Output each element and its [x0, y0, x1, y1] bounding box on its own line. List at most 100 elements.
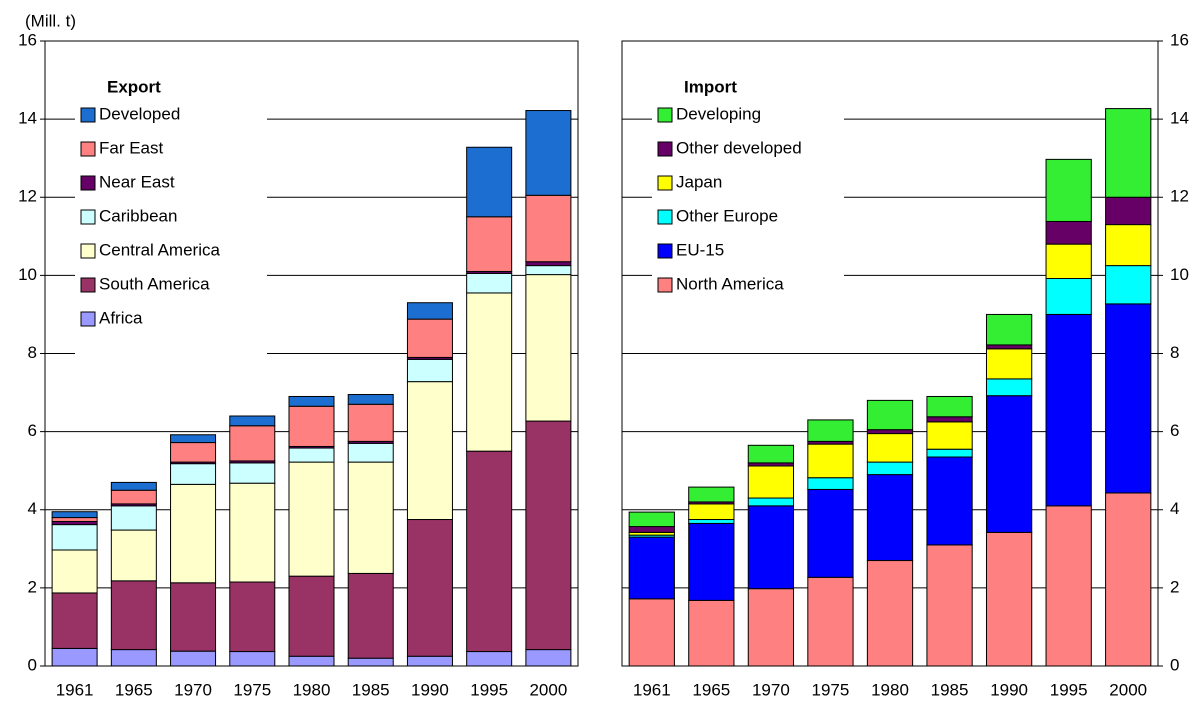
bar-segment	[628, 511, 675, 528]
y-tick-label: 8	[1170, 343, 1179, 362]
bar-segment	[288, 461, 335, 577]
bar-segment	[51, 592, 98, 649]
bar-segment	[170, 463, 217, 485]
x-tick-label: 1961	[633, 680, 671, 699]
bar-segment	[170, 434, 217, 444]
bar-segment	[1045, 505, 1092, 667]
bar-segment	[747, 588, 795, 667]
legend-label: Caribbean	[99, 206, 177, 225]
x-tick-label: 1975	[233, 680, 271, 699]
bar-segment	[406, 381, 453, 521]
legend-label: EU-15	[676, 240, 724, 259]
legend-label: Developing	[676, 104, 761, 123]
y-tick-label: 12	[1170, 187, 1189, 206]
y-tick-label: 4	[1170, 499, 1179, 518]
legend-label: Other Europe	[676, 206, 778, 225]
legend-swatch	[80, 277, 96, 293]
bar-segment	[466, 292, 513, 452]
bar-segment	[229, 581, 276, 653]
bar-segment	[926, 544, 973, 667]
legend-label: Central America	[99, 240, 220, 259]
bar-segment	[926, 395, 973, 418]
bar-segment	[229, 425, 276, 462]
y-tick-label: 16	[1170, 30, 1189, 49]
legend-label: Near East	[99, 172, 175, 191]
x-tick-label: 1985	[931, 680, 969, 699]
bar-segment	[866, 433, 914, 463]
bar-segment	[807, 477, 854, 490]
bar-segment	[51, 524, 98, 551]
bar-segment	[688, 599, 735, 667]
legend-title: Import	[684, 77, 737, 96]
bar-segment	[866, 474, 914, 562]
bar-segment	[170, 650, 217, 667]
x-tick-label: 1995	[470, 680, 508, 699]
bar-segment	[1105, 196, 1152, 226]
x-tick-label: 1970	[752, 680, 790, 699]
bar-segment	[688, 503, 735, 521]
legend-title: Export	[107, 77, 161, 96]
x-tick-label: 1980	[871, 680, 909, 699]
bar-segment	[525, 649, 572, 667]
bar-segment	[466, 216, 513, 272]
bar-segment	[525, 265, 572, 276]
bar-segment	[688, 522, 735, 601]
x-tick-label: 1965	[692, 680, 730, 699]
legend-swatch	[80, 107, 96, 123]
bar-segment	[525, 261, 572, 267]
x-tick-label: 1965	[115, 680, 153, 699]
bar-segment	[688, 486, 735, 503]
y-tick-label: 6	[28, 421, 37, 440]
x-tick-label: 2000	[529, 680, 567, 699]
legend-box	[652, 72, 844, 326]
bar-segment	[807, 419, 854, 442]
y-tick-label: 0	[1170, 655, 1179, 674]
y-tick-label: 14	[18, 109, 37, 128]
x-tick-label: 1990	[990, 680, 1028, 699]
y-tick-label: 10	[18, 265, 37, 284]
legend-label: Far East	[99, 138, 164, 157]
bar-segment	[170, 582, 217, 652]
bar-segment	[525, 110, 572, 196]
bar-segment	[1105, 303, 1152, 494]
bar-segment	[1105, 108, 1152, 198]
bar-segment	[110, 580, 157, 651]
legend-swatch	[657, 277, 673, 293]
bar-segment	[1045, 158, 1092, 222]
bar-segment	[985, 348, 1033, 380]
bar-segment	[229, 482, 276, 583]
bar-segment	[229, 651, 276, 667]
bar-segment	[347, 403, 394, 442]
legend-label: Africa	[99, 308, 143, 327]
bar-segment	[347, 572, 394, 659]
legend-label: Developed	[99, 104, 180, 123]
bar-segment	[110, 489, 157, 505]
bar-segment	[1045, 278, 1092, 315]
bar-segment	[747, 465, 795, 499]
y-tick-label: 2	[28, 577, 37, 596]
bar-segment	[807, 443, 854, 479]
x-tick-label: 1975	[812, 680, 850, 699]
bar-segment	[288, 395, 335, 407]
bar-segment	[229, 415, 276, 427]
y-tick-label: 2	[1170, 577, 1179, 596]
bar-segment	[926, 456, 973, 546]
bar-segment	[51, 511, 98, 519]
bar-segment	[985, 531, 1033, 667]
y-axis-label: (Mill. t)	[25, 11, 76, 30]
legend-box	[75, 72, 267, 360]
bar-segment	[1105, 224, 1152, 267]
bar-segment	[1105, 265, 1152, 305]
legend-label: South America	[99, 274, 210, 293]
bar-segment	[985, 313, 1033, 346]
bar-segment	[288, 447, 335, 463]
x-tick-label: 1970	[174, 680, 212, 699]
bar-segment	[406, 358, 453, 383]
bar-segment	[866, 560, 914, 667]
bar-segment	[110, 505, 157, 531]
bar-segment	[229, 462, 276, 484]
legend-label: Japan	[676, 172, 722, 191]
bar-segment	[866, 429, 914, 435]
x-tick-label: 1980	[293, 680, 331, 699]
legend-swatch	[657, 141, 673, 157]
